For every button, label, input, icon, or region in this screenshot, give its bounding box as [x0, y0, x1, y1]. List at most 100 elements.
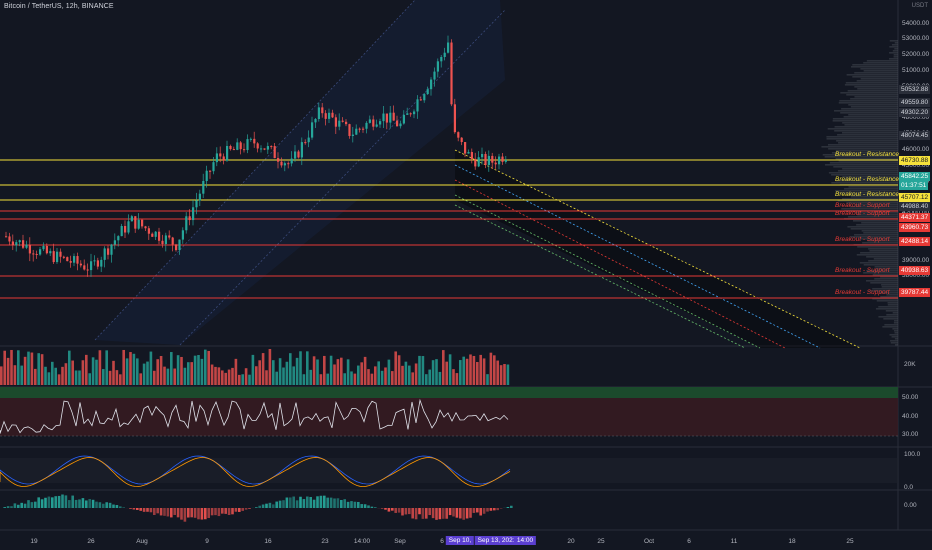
volume-profile-bar — [881, 284, 898, 286]
candle-body — [110, 244, 113, 255]
volume-profile-bar — [838, 142, 898, 144]
candle-body — [209, 170, 212, 172]
macd-histogram-bar — [51, 497, 54, 508]
volume-bar — [13, 365, 17, 385]
candle-body — [498, 156, 501, 165]
volume-bar — [408, 365, 411, 385]
macd-histogram-bar — [166, 508, 170, 517]
time-axis-label: 19 — [30, 538, 38, 545]
volume-profile-bar — [840, 112, 898, 114]
macd-histogram-bar — [428, 508, 431, 516]
volume-profile-bar — [828, 172, 898, 174]
volume-profile-bar — [835, 158, 898, 160]
volume-profile-bar — [824, 164, 898, 166]
volume-profile-bar — [893, 320, 898, 322]
macd-histogram-bar — [81, 498, 85, 508]
volume-profile-bar — [821, 146, 898, 148]
volume-bar — [0, 366, 3, 385]
macd-histogram-bar — [3, 507, 6, 508]
macd-histogram-bar — [173, 508, 176, 515]
volume-bar — [387, 359, 391, 385]
time-axis-label: 25 — [846, 538, 854, 545]
volume-profile-bar — [872, 274, 898, 276]
volume-profile-bar — [868, 248, 898, 250]
macd-histogram-bar — [316, 496, 319, 508]
candle-body — [144, 226, 147, 229]
volume-bar — [486, 374, 489, 385]
volume-bar — [493, 355, 496, 385]
volume-bar — [401, 365, 404, 385]
volume-profile-bar — [826, 136, 898, 138]
volume-profile-bar — [863, 264, 898, 266]
candle-body — [76, 256, 79, 264]
volume-profile-bar — [860, 78, 898, 80]
candle-body — [154, 231, 157, 237]
volume-profile-bar — [863, 232, 898, 234]
macd-histogram-bar — [448, 508, 452, 516]
volume-bar — [136, 358, 139, 385]
volume-bar — [435, 359, 438, 385]
macd-histogram-bar — [64, 495, 68, 508]
volume-bar — [472, 355, 476, 385]
candle-body — [161, 240, 164, 245]
volume-profile-bar — [872, 298, 898, 300]
volume-profile-bar — [886, 294, 898, 296]
macd-histogram-bar — [312, 499, 316, 508]
candle-body — [324, 113, 327, 119]
macd-histogram-bar — [197, 508, 200, 520]
candle-body — [464, 142, 467, 154]
macd-histogram-bar — [309, 496, 312, 508]
volume-bar — [187, 362, 190, 385]
macd-histogram-bar — [30, 502, 34, 508]
volume-bar — [268, 349, 272, 385]
volume-profile-bar — [885, 310, 898, 312]
candle-body — [124, 226, 127, 233]
macd-histogram-bar — [176, 508, 180, 518]
candle-body — [256, 143, 259, 149]
volume-profile-bar — [846, 94, 898, 96]
volume-bar — [289, 353, 292, 385]
volume-bar — [54, 367, 57, 385]
volume-bar — [71, 360, 74, 385]
candle-body — [96, 260, 99, 267]
macd-histogram-bar — [23, 503, 27, 508]
volume-profile-bar — [872, 288, 898, 290]
candle-body — [433, 71, 436, 80]
volume-bar — [153, 370, 156, 385]
time-axis-label: Oct — [643, 538, 655, 545]
macd-histogram-bar — [10, 506, 13, 508]
candle-body — [253, 138, 256, 144]
volume-bar — [37, 353, 40, 385]
volume-profile-bar — [857, 88, 898, 90]
candle-body — [409, 113, 412, 115]
volume-profile-bar — [843, 116, 898, 118]
volume-profile-bar — [883, 318, 898, 320]
volume-bar — [3, 350, 6, 385]
breakout-level-label: Breakout - Resistance — [835, 191, 899, 198]
macd-histogram-bar — [105, 502, 108, 508]
volume-profile-bar — [848, 194, 898, 196]
volume-bar — [193, 355, 197, 385]
volume-bar — [285, 361, 289, 385]
volume-bar — [265, 370, 268, 385]
volume-bar — [445, 361, 448, 385]
macd-histogram-bar — [122, 507, 125, 508]
macd-histogram-bar — [88, 499, 91, 508]
macd-histogram-bar — [493, 508, 496, 511]
candle-body — [195, 200, 198, 208]
volume-profile-bar — [892, 312, 898, 314]
volume-bar — [85, 354, 88, 385]
volume-profile-bar — [857, 214, 898, 216]
volume-bar — [346, 359, 350, 385]
price-axis-tick: 48000.00 — [902, 114, 930, 122]
volume-profile-bar — [837, 134, 898, 136]
volume-profile-bar — [866, 270, 898, 272]
volume-profile-bar — [893, 54, 898, 56]
volume-bar — [302, 374, 306, 385]
volume-profile-bar — [848, 104, 898, 106]
volume-bar — [91, 357, 95, 385]
time-axis-highlight: 14:00 — [513, 536, 537, 545]
volume-bar — [309, 369, 312, 385]
macd-histogram-bar — [17, 504, 20, 508]
